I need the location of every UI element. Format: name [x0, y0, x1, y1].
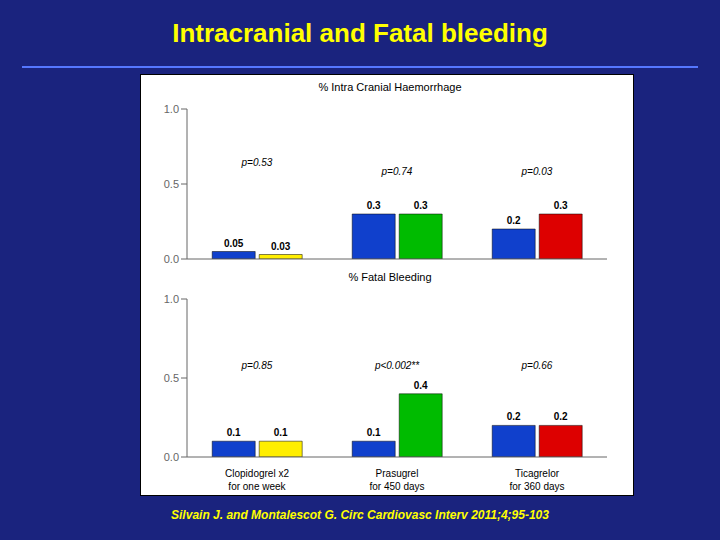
svg-text:0.3: 0.3 — [367, 200, 381, 211]
svg-text:0.1: 0.1 — [274, 427, 288, 438]
svg-text:0.1: 0.1 — [367, 427, 381, 438]
svg-text:1.0: 1.0 — [164, 293, 179, 305]
svg-text:0.03: 0.03 — [271, 241, 291, 252]
svg-text:0.2: 0.2 — [507, 215, 521, 226]
svg-text:p=0.85: p=0.85 — [241, 360, 273, 371]
svg-text:0.5: 0.5 — [164, 178, 179, 190]
svg-text:Ticagrelorfor 360 days: Ticagrelorfor 360 days — [509, 468, 564, 492]
svg-text:0.3: 0.3 — [554, 200, 568, 211]
svg-text:0.05: 0.05 — [224, 238, 244, 249]
svg-text:0.1: 0.1 — [227, 427, 241, 438]
svg-text:p<0.002**: p<0.002** — [374, 360, 420, 371]
html-text:Intracranial and Fatal bleedin: Intracranial and Fatal bleeding — [172, 18, 548, 48]
svg-text:p=0.53: p=0.53 — [241, 157, 273, 168]
svg-text:0.0: 0.0 — [164, 253, 179, 265]
svg-text:p=0.66: p=0.66 — [521, 360, 553, 371]
svg-text:0.2: 0.2 — [554, 411, 568, 422]
svg-text:0.4: 0.4 — [414, 380, 428, 391]
svg-text:Prasugrelfor 450 days: Prasugrelfor 450 days — [369, 468, 424, 492]
svg-text:Clopidogrel x2for one week: Clopidogrel x2for one week — [225, 468, 289, 492]
svg-text:1.0: 1.0 — [164, 103, 179, 115]
svg-text:0.2: 0.2 — [507, 411, 521, 422]
html-text:Silvain J. and Montalescot G.: Silvain J. and Montalescot G. Circ Cardi… — [171, 508, 549, 522]
html-text:% Intra Cranial Haemorrhage: % Intra Cranial Haemorrhage — [318, 81, 462, 93]
svg-text:0.0: 0.0 — [164, 451, 179, 463]
svg-text:p=0.03: p=0.03 — [521, 166, 553, 177]
html-text:% Fatal Bleeding: % Fatal Bleeding — [348, 271, 432, 283]
svg-text:0.5: 0.5 — [164, 372, 179, 384]
svg-text:0.3: 0.3 — [414, 200, 428, 211]
svg-text:p=0.74: p=0.74 — [381, 166, 413, 177]
